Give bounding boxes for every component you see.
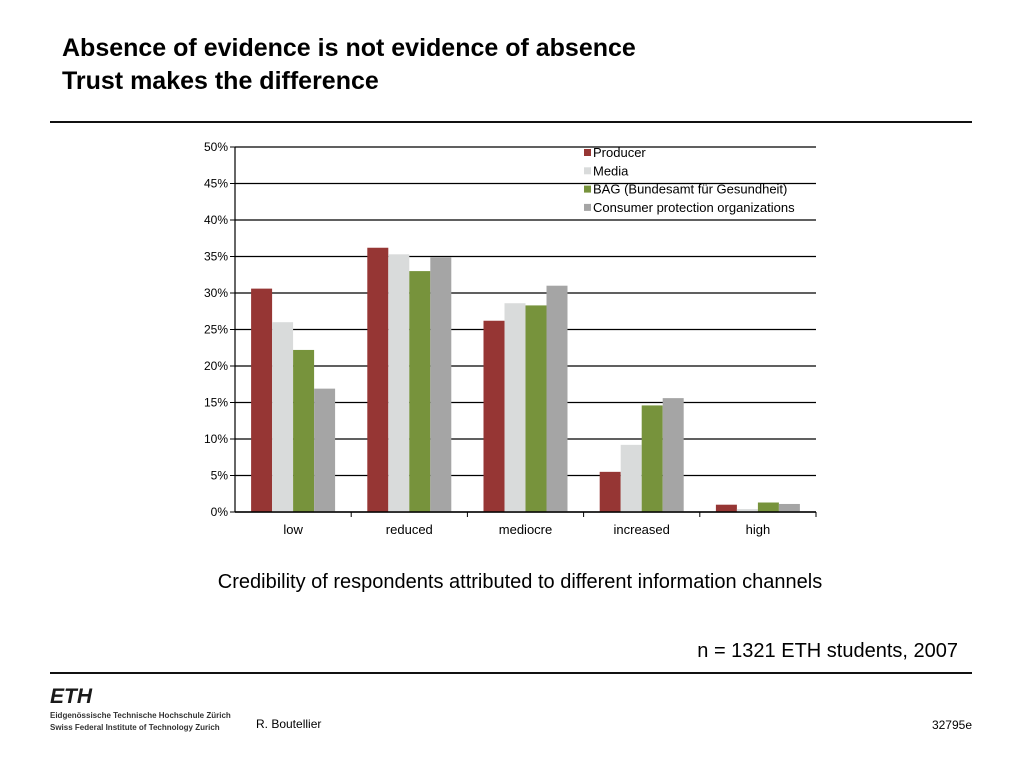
legend-swatch [584,185,591,193]
y-tick-label: 10% [204,432,228,446]
y-tick-label: 40% [204,213,228,227]
bar [314,388,336,512]
chart-caption: Credibility of respondents attributed to… [217,571,823,593]
y-tick-label: 25% [204,323,228,337]
bar [272,322,294,512]
bar [483,320,505,512]
title-line-1: Absence of evidence is not evidence of a… [62,34,636,62]
bar [409,271,431,512]
y-tick-label: 5% [211,469,229,483]
legend-label: BAG (Bundesamt für Gesundheit) [593,182,787,197]
title-line-2: Trust makes the difference [62,67,379,95]
institution-line-1: Eidgenössische Technische Hochschule Zür… [50,711,231,720]
y-tick-label: 30% [204,286,228,300]
bar [757,502,779,512]
top-divider [50,121,972,123]
bottom-divider [50,672,972,674]
author-name: R. Boutellier [256,717,322,731]
legend-label: Media [593,163,629,178]
x-tick-label: low [283,522,303,537]
bar [430,257,452,512]
legend-label: Producer [593,145,646,160]
x-tick-label: reduced [386,522,433,537]
slide-title: Absence of evidence is not evidence of a… [62,32,636,98]
bar [525,305,547,512]
bar [662,398,684,512]
bar-chart: 0% 5% 10% 15% 20% 25% 30% 35% 40% 45% 50% low reduce… [204,140,817,537]
document-id: 32795e [931,718,972,732]
bar [736,509,758,512]
x-tick-label: mediocre [499,522,552,537]
eth-logo-text: ETH [50,686,93,706]
legend-swatch [584,149,591,156]
y-tick-label: 50% [204,140,228,154]
bar [388,254,410,512]
legend-swatch [584,203,591,211]
x-tick-label: increased [614,522,670,537]
bar [504,303,526,512]
bar [620,444,642,512]
y-tick-label: 45% [204,177,228,191]
y-tick-label: 15% [204,396,228,410]
y-tick-label: 0% [211,505,229,519]
institution-name: Eidgenössische Technische Hochschule Zür… [50,710,231,734]
bar [367,247,389,513]
bar [778,503,800,512]
eth-logo: ETH [50,686,93,706]
bar [546,285,568,512]
sample-note: n = 1321 ETH students, 2007 [697,640,958,662]
legend-swatch [584,167,591,175]
bar [251,288,273,512]
bar [293,349,315,512]
y-tick-label: 35% [204,250,228,264]
bar [641,405,663,512]
bar [715,504,737,512]
bar [599,471,621,512]
institution-line-2: Swiss Federal Institute of Technology Zu… [50,723,220,732]
y-tick-label: 20% [204,359,228,373]
legend-label: Consumer protection organizations [593,200,795,215]
x-tick-label: high [746,522,771,537]
